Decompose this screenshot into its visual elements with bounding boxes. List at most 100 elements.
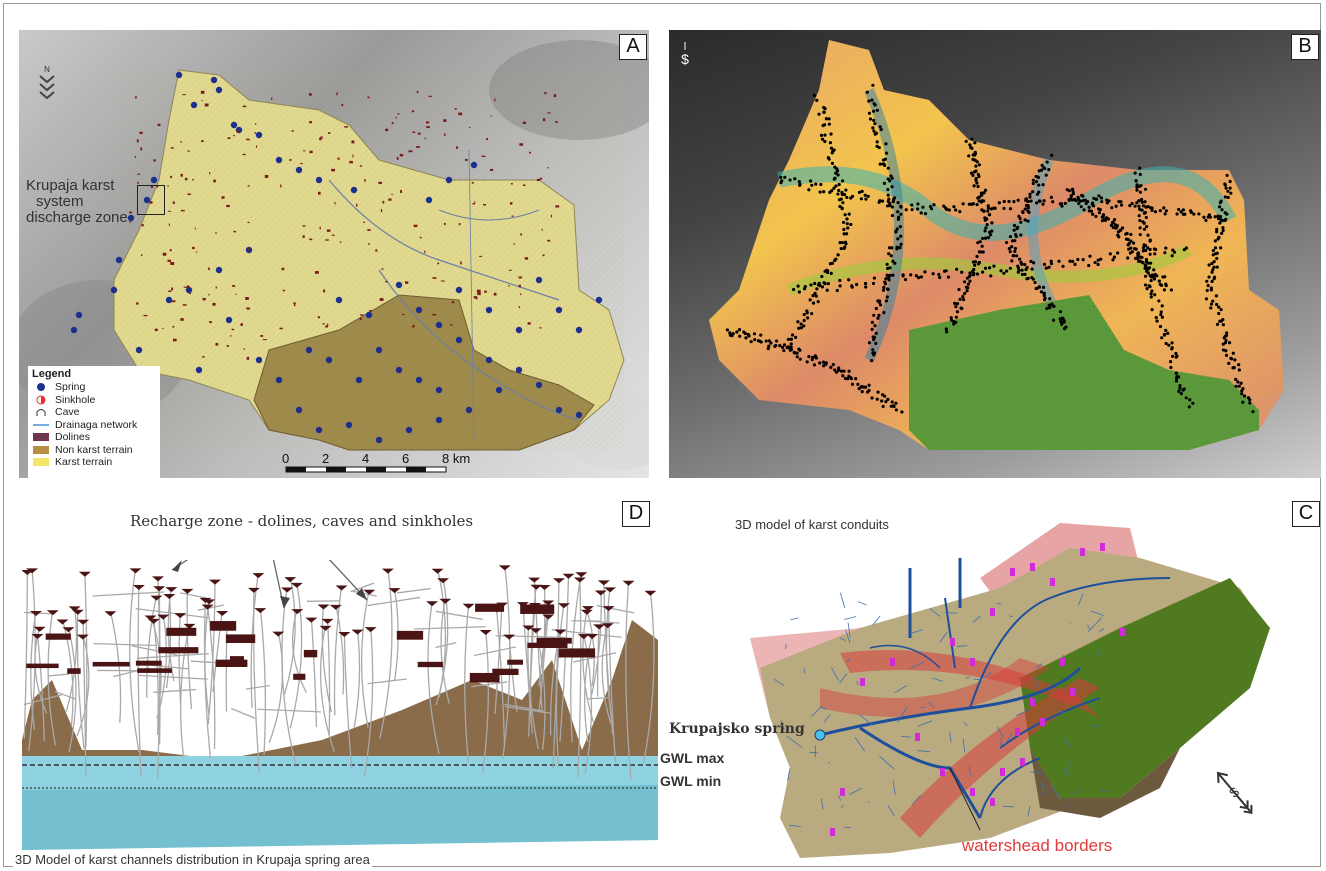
spring-marker — [1070, 688, 1075, 696]
conduit-point — [1030, 267, 1034, 271]
conduit-point — [980, 236, 985, 241]
conduit-point — [1019, 233, 1023, 237]
conduit-point — [1224, 353, 1229, 357]
spring-marker — [165, 296, 173, 304]
conduit-point — [888, 266, 892, 270]
conduit-point — [1170, 354, 1175, 358]
doline-mark — [135, 96, 137, 99]
conduit-point — [1039, 168, 1044, 172]
doline-cap — [68, 606, 81, 612]
conduit-point — [1174, 355, 1178, 359]
doline-mark — [182, 94, 186, 96]
conduit-point — [964, 139, 968, 143]
doline-mark — [247, 248, 250, 251]
doline-mark — [396, 156, 399, 160]
conduit-point — [1135, 201, 1139, 205]
conduit-point — [1012, 228, 1016, 232]
conduit-point — [1138, 218, 1142, 223]
conduit-point — [894, 401, 898, 405]
doline-cluster — [303, 649, 318, 658]
spring-marker — [225, 316, 233, 324]
conduit-point — [847, 278, 851, 282]
karst-channel — [212, 610, 223, 692]
doline-cluster — [210, 621, 237, 631]
doline-mark — [180, 209, 185, 212]
karst-channel — [76, 634, 90, 737]
conduit-point — [832, 148, 836, 152]
conduit-point — [1163, 212, 1167, 216]
conduit-point — [886, 187, 890, 192]
conduit-point — [1094, 197, 1099, 201]
conduit-point — [790, 333, 795, 337]
conduit-point — [826, 282, 830, 286]
conduit-point — [977, 250, 982, 254]
conduit-point — [809, 179, 813, 183]
conduit-point — [970, 146, 974, 151]
spring-marker — [435, 416, 443, 424]
conduit-point — [779, 175, 783, 179]
conduit-point — [1129, 246, 1133, 250]
conduit-point — [834, 184, 838, 188]
doline-mark — [212, 302, 216, 306]
doline-mark — [129, 221, 132, 223]
conduit-point — [850, 284, 854, 288]
conduit-point — [1170, 254, 1174, 258]
doline-cap — [644, 590, 657, 596]
conduit-point — [802, 324, 806, 328]
conduit-point — [971, 173, 975, 177]
karst-channel — [230, 707, 256, 719]
conduit-point — [1126, 256, 1130, 260]
conduit-point — [1204, 297, 1209, 301]
karst-channel — [527, 625, 539, 750]
doline-mark — [472, 203, 476, 205]
conduit-point — [1012, 200, 1016, 204]
conduit-point — [899, 234, 903, 238]
conduit-point — [1076, 257, 1080, 262]
panel-c-title: 3D model of karst conduits — [735, 517, 889, 532]
conduit-point — [1002, 271, 1006, 275]
doline-mark — [293, 303, 296, 307]
karst-channel — [335, 604, 345, 695]
conduit-point — [883, 394, 887, 398]
conduit-point — [807, 354, 811, 359]
conduit-point — [813, 281, 817, 286]
doline-mark — [137, 173, 141, 175]
conduit-point — [1152, 274, 1157, 278]
karst-channel — [413, 626, 486, 630]
doline-mark — [490, 115, 493, 117]
conduit-point — [842, 246, 846, 250]
conduit-point — [1159, 310, 1163, 314]
doline-mark — [483, 203, 486, 206]
conduit-point — [1142, 211, 1147, 215]
doline-mark — [385, 128, 389, 132]
conduit-point — [1189, 210, 1193, 214]
karst-channel — [310, 617, 318, 728]
karst-conduit — [968, 766, 972, 776]
conduit-point — [1128, 204, 1132, 208]
krupajsko-spring-label: Krupajsko spring — [669, 721, 805, 737]
conduit-point — [812, 363, 817, 367]
doline-mark — [471, 182, 474, 184]
conduit-point — [1174, 371, 1178, 375]
conduit-point — [769, 341, 773, 345]
legend-item: Sinkhole — [32, 394, 156, 407]
conduit-point — [1112, 218, 1117, 222]
conduit-point — [823, 269, 827, 273]
conduit-point — [1019, 220, 1023, 224]
doline-mark — [411, 325, 414, 328]
doline-mark — [536, 178, 540, 182]
doline-mark — [454, 108, 457, 110]
conduit-point — [1211, 268, 1215, 272]
doline-cap — [503, 634, 516, 640]
karst-channel — [601, 623, 612, 724]
conduit-point — [1045, 306, 1049, 311]
karst-channel — [482, 629, 490, 774]
conduit-point — [931, 272, 935, 276]
karst-conduit — [969, 577, 1171, 709]
conduit-point — [1206, 215, 1210, 219]
conduit-point — [1143, 200, 1147, 204]
conduit-point — [815, 98, 819, 102]
conduit-point — [1082, 208, 1086, 212]
conduit-point — [1026, 204, 1030, 208]
spring-marker — [355, 376, 363, 384]
